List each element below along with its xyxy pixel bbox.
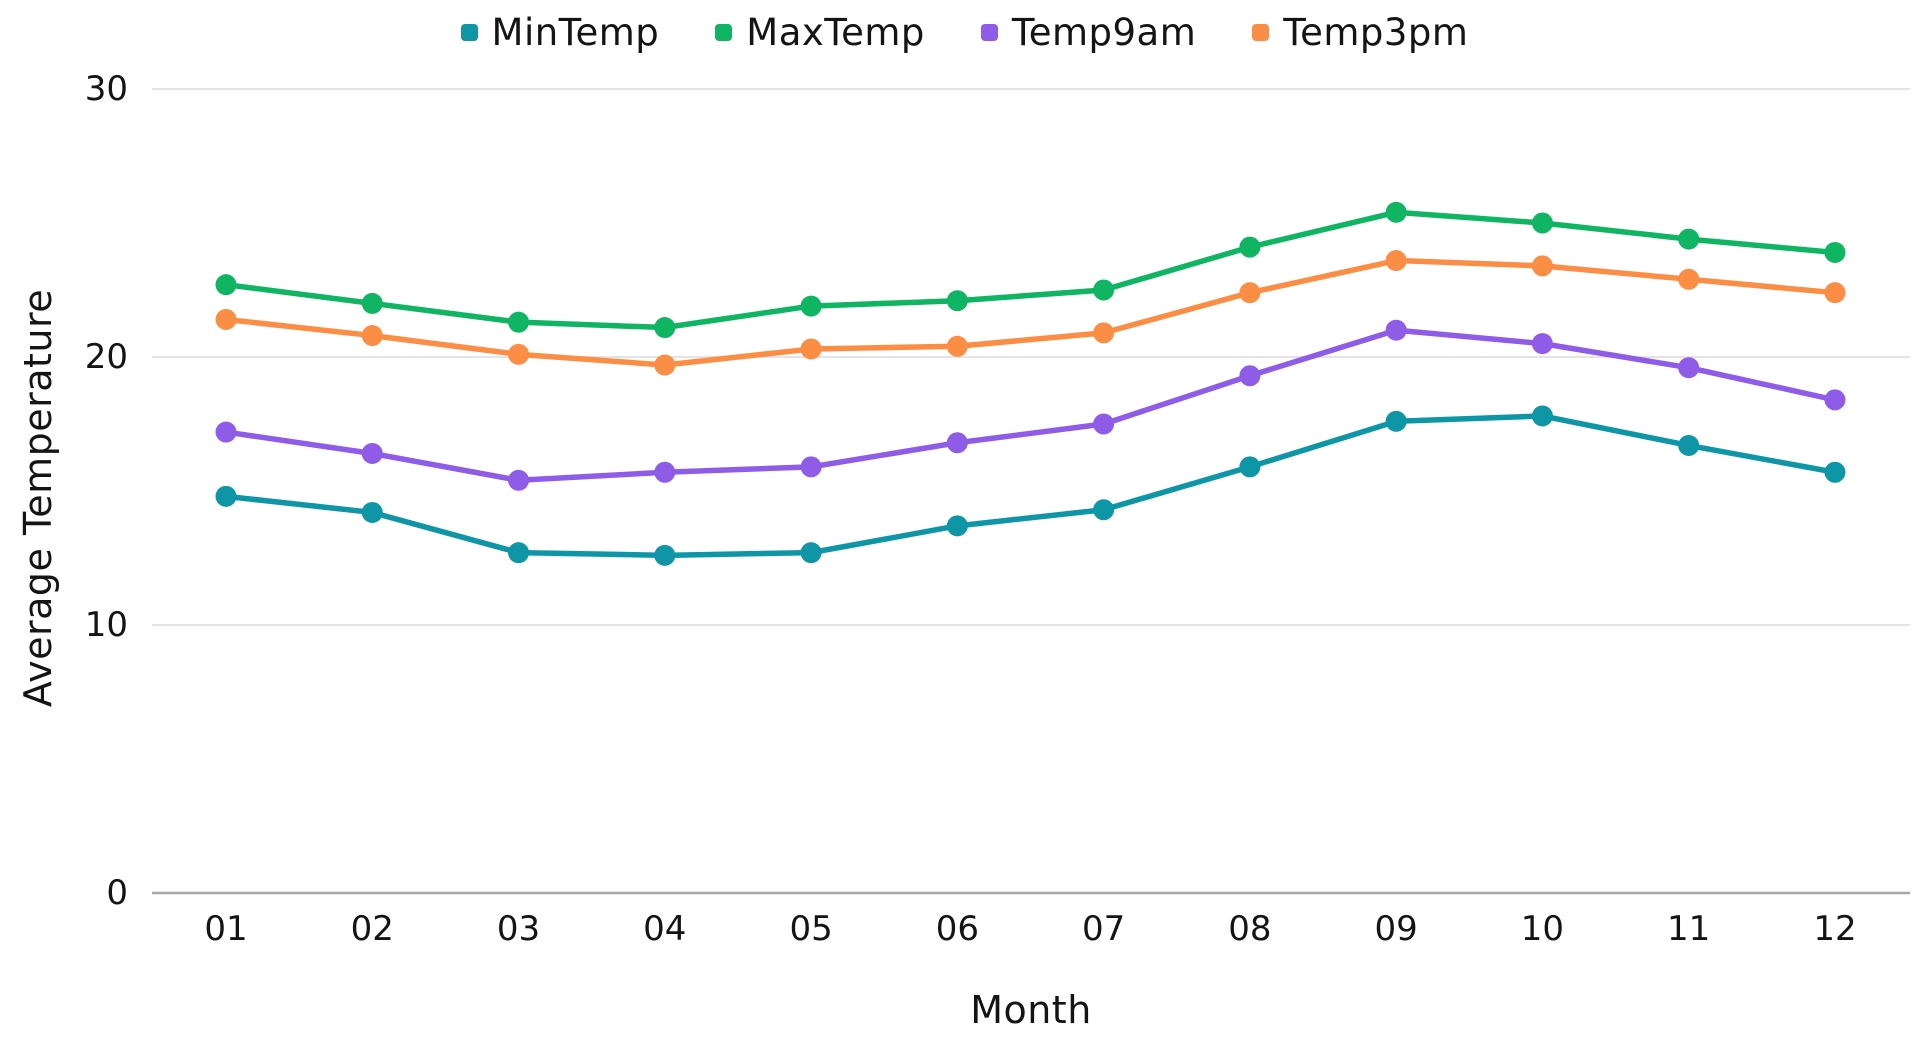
- series-line-maxtemp: [223, 209, 1838, 331]
- x-tick-label-03: 03: [496, 909, 541, 949]
- data-point-temp9am-08: [1239, 365, 1261, 387]
- data-point-temp3pm-11: [1678, 268, 1700, 290]
- legend-item-mintemp[interactable]: MinTemp: [460, 11, 660, 54]
- data-point-temp3pm-10: [1531, 255, 1553, 277]
- legend-item-maxtemp[interactable]: MaxTemp: [715, 14, 925, 51]
- data-point-temp3pm-03: [508, 343, 530, 365]
- data-point-maxtemp-09: [1385, 201, 1407, 223]
- series-line-temp9am: [223, 327, 1838, 484]
- x-axis-title: Month: [970, 988, 1092, 1032]
- legend-label: Temp9am: [1011, 11, 1197, 54]
- data-point-temp9am-12: [1824, 389, 1846, 411]
- data-point-mintemp-10: [1531, 405, 1553, 427]
- data-point-maxtemp-06: [946, 290, 968, 312]
- x-tick-label-09: 09: [1374, 909, 1418, 949]
- legend-marker-temp3pm: [1252, 24, 1270, 41]
- x-tick-label-06: 06: [935, 909, 979, 949]
- x-tick-label-01: 01: [204, 909, 248, 949]
- data-point-mintemp-11: [1678, 434, 1700, 456]
- legend: MinTemp MaxTemp Temp9am Temp3pm: [0, 14, 1929, 51]
- data-point-temp9am-06: [946, 432, 968, 454]
- y-tick-label-10: 10: [84, 605, 128, 645]
- data-point-maxtemp-03: [508, 311, 530, 333]
- data-point-temp9am-04: [654, 461, 676, 483]
- data-point-temp3pm-06: [946, 335, 968, 357]
- data-point-temp3pm-02: [361, 325, 383, 347]
- data-point-maxtemp-02: [361, 292, 383, 314]
- data-point-temp3pm-04: [654, 354, 676, 376]
- data-point-maxtemp-01: [215, 274, 237, 296]
- y-tick-label-30: 30: [84, 69, 128, 109]
- data-point-temp3pm-07: [1093, 322, 1115, 344]
- x-tick-label-12: 12: [1813, 909, 1857, 949]
- data-point-maxtemp-12: [1824, 241, 1846, 263]
- data-point-temp9am-02: [361, 442, 383, 464]
- x-tick-label-05: 05: [789, 909, 833, 949]
- data-point-temp9am-03: [508, 469, 530, 491]
- data-point-maxtemp-04: [654, 317, 676, 339]
- x-tick-label-08: 08: [1228, 909, 1272, 949]
- data-point-mintemp-08: [1239, 456, 1261, 478]
- data-point-temp3pm-08: [1239, 282, 1261, 304]
- x-tick-label-02: 02: [350, 909, 394, 949]
- data-point-mintemp-07: [1093, 499, 1115, 521]
- legend-label: MaxTemp: [746, 11, 925, 54]
- data-point-temp9am-09: [1385, 319, 1407, 341]
- data-point-temp3pm-05: [800, 338, 822, 360]
- data-point-temp9am-07: [1093, 413, 1115, 435]
- legend-marker-temp9am: [980, 24, 998, 41]
- legend-marker-maxtemp: [715, 24, 733, 41]
- series-line-temp3pm: [223, 257, 1838, 368]
- data-point-mintemp-06: [946, 515, 968, 537]
- data-point-temp3pm-09: [1385, 250, 1407, 272]
- data-point-temp9am-01: [215, 421, 237, 443]
- legend-label: MinTemp: [491, 11, 660, 54]
- data-point-mintemp-02: [361, 501, 383, 523]
- data-point-mintemp-09: [1385, 410, 1407, 432]
- data-point-maxtemp-11: [1678, 228, 1700, 250]
- data-point-mintemp-12: [1824, 461, 1846, 483]
- data-point-temp3pm-12: [1824, 282, 1846, 304]
- data-point-mintemp-03: [508, 542, 530, 564]
- data-point-maxtemp-10: [1531, 212, 1553, 234]
- data-point-mintemp-01: [215, 485, 237, 507]
- data-point-temp9am-11: [1678, 357, 1700, 379]
- legend-item-temp3pm[interactable]: Temp3pm: [1252, 14, 1468, 51]
- data-point-temp9am-05: [800, 456, 822, 478]
- x-tick-label-11: 11: [1667, 909, 1711, 949]
- y-tick-label-0: 0: [106, 873, 128, 913]
- x-tick-label-10: 10: [1520, 909, 1565, 949]
- x-tick-label-07: 07: [1081, 909, 1126, 949]
- data-point-temp9am-10: [1531, 333, 1553, 355]
- series-line-mintemp: [223, 413, 1838, 559]
- data-point-temp3pm-01: [215, 308, 237, 330]
- data-point-maxtemp-08: [1239, 236, 1261, 258]
- data-point-maxtemp-05: [800, 295, 822, 317]
- data-point-mintemp-05: [800, 542, 822, 564]
- legend-item-temp9am[interactable]: Temp9am: [980, 11, 1197, 54]
- x-tick-label-04: 04: [643, 909, 687, 949]
- y-tick-label-20: 20: [84, 337, 128, 377]
- legend-marker-mintemp: [460, 24, 478, 41]
- legend-label: Temp3pm: [1283, 11, 1469, 54]
- data-point-mintemp-04: [654, 544, 676, 566]
- data-point-maxtemp-07: [1093, 279, 1115, 301]
